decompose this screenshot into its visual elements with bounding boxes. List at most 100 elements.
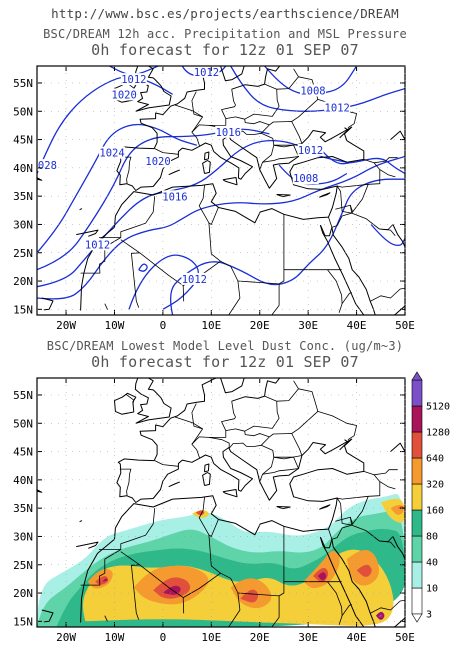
border-28 xyxy=(260,433,303,456)
coastline-4 xyxy=(393,305,405,315)
border-20 xyxy=(379,540,396,549)
coastline-10 xyxy=(339,127,349,139)
y-tick-label: 40N xyxy=(13,162,33,175)
coastline-15 xyxy=(276,194,291,198)
colorbar-label: 160 xyxy=(426,506,444,517)
border-6 xyxy=(208,206,219,225)
y-tick-label: 15N xyxy=(13,615,33,628)
coastline-9 xyxy=(231,83,265,90)
isobar-label: 1012 xyxy=(298,145,323,157)
coastline-14 xyxy=(222,177,238,186)
dust-contour-16 xyxy=(102,578,108,582)
dust-contour-13 xyxy=(356,564,372,577)
border-25 xyxy=(262,157,290,163)
coastline-20 xyxy=(37,177,43,181)
coastline-20 xyxy=(37,489,43,493)
isobar-label-bg xyxy=(324,101,351,114)
isobar-label-bg xyxy=(111,88,138,101)
y-tick-label: 55N xyxy=(13,389,33,402)
isobar-label-bg xyxy=(193,66,220,78)
colorbar-swatch xyxy=(411,509,423,537)
colorbar-swatch xyxy=(411,405,423,433)
border-20 xyxy=(379,228,396,237)
coastline-17 xyxy=(168,169,180,176)
colorbar-label: 80 xyxy=(426,532,438,543)
coastline-10 xyxy=(339,439,349,451)
coastline-18 xyxy=(76,229,99,237)
border-16 xyxy=(337,471,381,500)
border-28 xyxy=(260,121,303,144)
border-0 xyxy=(99,196,156,238)
isobar-14 xyxy=(370,224,405,247)
isobar-label: 1012 xyxy=(121,74,146,86)
isobar-label-bg xyxy=(215,125,242,138)
y-tick-label: 15N xyxy=(13,303,33,316)
map1-title: BSC/DREAM 12h acc. Precipitation and MSL… xyxy=(43,27,407,41)
dust-map: 20W 10W 0 10E 20E 30E 40E 50E 15N 20N 25N 30N 35N 40N… xyxy=(13,371,450,644)
border-0 xyxy=(99,508,156,550)
isobar-label: 1016 xyxy=(162,191,187,203)
border-25 xyxy=(262,469,290,475)
x-tick-label: 20E xyxy=(250,319,270,332)
isobar-label-bg xyxy=(297,143,324,156)
border-12 xyxy=(327,269,343,313)
border-4 xyxy=(139,252,185,302)
border-11 xyxy=(271,617,280,627)
border-21 xyxy=(369,599,405,614)
border-6 xyxy=(208,518,219,537)
border-15 xyxy=(331,516,353,540)
border-4 xyxy=(139,564,185,614)
x-tick-label: 30E xyxy=(298,319,318,332)
isobar-1 xyxy=(37,123,197,254)
x-tick-label: 40E xyxy=(347,631,367,644)
border-2 xyxy=(120,551,141,620)
border-13 xyxy=(341,604,352,616)
isobar-label: 1012 xyxy=(325,102,350,114)
border-13 xyxy=(341,292,352,304)
border-39 xyxy=(119,468,132,496)
colorbar-swatch xyxy=(411,457,423,485)
coastline-5 xyxy=(134,66,172,112)
isobar-label: 1008 xyxy=(300,85,325,97)
border-8 xyxy=(278,526,285,618)
coastline-12 xyxy=(202,160,211,174)
isobar-label-bg xyxy=(162,190,188,203)
colorbar-swatch xyxy=(411,561,423,589)
dust-contour-15 xyxy=(317,572,327,581)
isobar-label-bg xyxy=(84,238,111,251)
isobar-label-bg xyxy=(37,159,58,172)
coastline-21 xyxy=(79,208,83,211)
border-36 xyxy=(293,380,319,412)
isobar-label: 1028 xyxy=(32,160,57,172)
map2-title: BSC/DREAM Lowest Model Level Dust Conc. … xyxy=(46,339,404,353)
border-14 xyxy=(328,528,333,540)
coastline-15 xyxy=(276,506,291,510)
colorbar-label: 1280 xyxy=(426,428,450,439)
border-8 xyxy=(278,214,285,306)
border-3 xyxy=(104,303,109,311)
isobar-11 xyxy=(317,144,405,175)
border-29 xyxy=(221,89,270,126)
coastline-16 xyxy=(319,192,331,198)
border-40 xyxy=(125,394,135,405)
y-tick-label: 35N xyxy=(13,190,33,203)
y-tick-label: 45N xyxy=(13,446,33,459)
coastline-21 xyxy=(79,520,83,523)
border-18 xyxy=(336,497,352,526)
border-15 xyxy=(331,204,353,228)
border-30 xyxy=(244,83,280,120)
y-tick-label: 20N xyxy=(13,587,33,600)
colorbar-label: 640 xyxy=(426,454,444,465)
border-19 xyxy=(349,205,354,213)
coastline-2 xyxy=(320,537,333,549)
coastline-19 xyxy=(41,297,54,311)
y-tick-label: 35N xyxy=(13,502,33,515)
map1-subtitle: 0h forecast for 12z 01 SEP 07 xyxy=(91,41,359,59)
border-11 xyxy=(271,305,280,315)
border-32 xyxy=(191,403,203,445)
x-tick-label: 10W xyxy=(105,631,125,644)
isobar-label: 1020 xyxy=(112,89,137,101)
y-tick-label: 25N xyxy=(13,559,33,572)
border-14 xyxy=(328,216,333,228)
coastline-14 xyxy=(222,489,238,498)
